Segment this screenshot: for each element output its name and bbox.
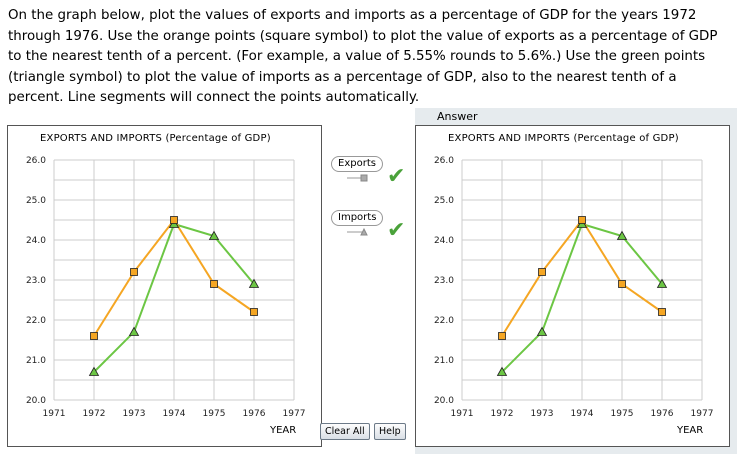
student-exports-point[interactable] — [130, 268, 138, 276]
help-button[interactable]: Help — [374, 423, 406, 440]
imports-legend-marker[interactable] — [346, 227, 370, 237]
student-x-tick-label: 1975 — [203, 409, 226, 419]
answer-imports-point[interactable] — [616, 230, 628, 240]
answer-y-tick-label: 20.0 — [434, 396, 454, 406]
answer-y-tick-label: 26.0 — [434, 156, 454, 166]
student-exports-point[interactable] — [210, 280, 218, 288]
answer-exports-point[interactable] — [578, 216, 586, 224]
student-chart[interactable]: 20.0 21.0 22.0 23.0 24.0 25.0 26.0 1971 1972 1973… — [20, 150, 310, 422]
answer-y-tick-label: 25.0 — [434, 196, 454, 206]
answer-exports-point[interactable] — [618, 280, 626, 288]
answer-imports-point[interactable] — [496, 366, 508, 376]
answer-y-tick-label: 21.0 — [434, 356, 454, 366]
student-y-tick-label: 20.0 — [26, 396, 46, 406]
student-exports-point[interactable] — [90, 332, 98, 340]
answer-chart-title: EXPORTS AND IMPORTS (Percentage of GDP) — [448, 133, 679, 144]
answer-label: Answer — [437, 110, 478, 123]
answer-y-tick-label: 22.0 — [434, 316, 454, 326]
student-x-tick-label: 1971 — [43, 409, 66, 419]
exports-correct-check-icon: ✔ — [387, 164, 406, 189]
student-x-tick-label: 1973 — [123, 409, 146, 419]
student-exports-point[interactable] — [250, 308, 258, 316]
answer-exports-point[interactable] — [498, 332, 506, 340]
imports-legend-label: Imports — [338, 212, 377, 223]
student-x-tick-label: 1974 — [163, 409, 186, 419]
student-imports-point[interactable] — [248, 278, 260, 288]
student-y-tick-label: 22.0 — [26, 316, 46, 326]
clear-all-button[interactable]: Clear All — [320, 423, 370, 440]
answer-y-tick-label: 24.0 — [434, 236, 454, 246]
student-x-tick-label: 1976 — [243, 409, 266, 419]
student-y-tick-label: 23.0 — [26, 276, 46, 286]
imports-legend-button[interactable]: Imports — [331, 210, 384, 226]
student-y-tick-label: 25.0 — [26, 196, 46, 206]
answer-x-tick-label: 1976 — [651, 409, 674, 419]
student-exports-point[interactable] — [170, 216, 178, 224]
student-y-tick-label: 21.0 — [26, 356, 46, 366]
exports-legend-label: Exports — [338, 158, 376, 169]
student-graph-panel — [7, 125, 322, 447]
student-x-tick-label: 1977 — [283, 409, 306, 419]
answer-x-tick-label: 1974 — [571, 409, 594, 419]
answer-x-tick-label: 1972 — [491, 409, 514, 419]
student-x-tick-label: 1972 — [83, 409, 106, 419]
imports-correct-check-icon: ✔ — [387, 218, 406, 243]
exports-legend-button[interactable]: Exports — [331, 156, 383, 172]
answer-imports-point[interactable] — [656, 278, 668, 288]
answer-chart: 20.0 21.0 22.0 23.0 24.0 25.0 26.0 1971 1972 1973… — [434, 156, 714, 419]
answer-exports-point[interactable] — [538, 268, 546, 276]
answer-x-tick-label: 1973 — [531, 409, 554, 419]
answer-exports-point[interactable] — [658, 308, 666, 316]
exports-legend-marker[interactable] — [346, 173, 370, 183]
student-chart-title: EXPORTS AND IMPORTS (Percentage of GDP) — [40, 133, 271, 144]
student-imports-point[interactable] — [88, 366, 100, 376]
answer-y-tick-label: 23.0 — [434, 276, 454, 286]
student-y-tick-label: 24.0 — [26, 236, 46, 246]
answer-x-tick-label: 1977 — [691, 409, 714, 419]
answer-x-tick-label: 1975 — [611, 409, 634, 419]
student-imports-point[interactable] — [208, 230, 220, 240]
student-y-tick-label: 26.0 — [26, 156, 46, 166]
answer-x-axis-label: YEAR — [677, 425, 704, 436]
student-imports-point[interactable] — [128, 326, 140, 336]
student-x-axis-label: YEAR — [270, 425, 297, 436]
answer-graph-panel — [415, 125, 730, 447]
instructions-text: On the graph below, plot the values of e… — [8, 8, 718, 105]
answer-imports-point[interactable] — [536, 326, 548, 336]
answer-x-tick-label: 1971 — [451, 409, 474, 419]
